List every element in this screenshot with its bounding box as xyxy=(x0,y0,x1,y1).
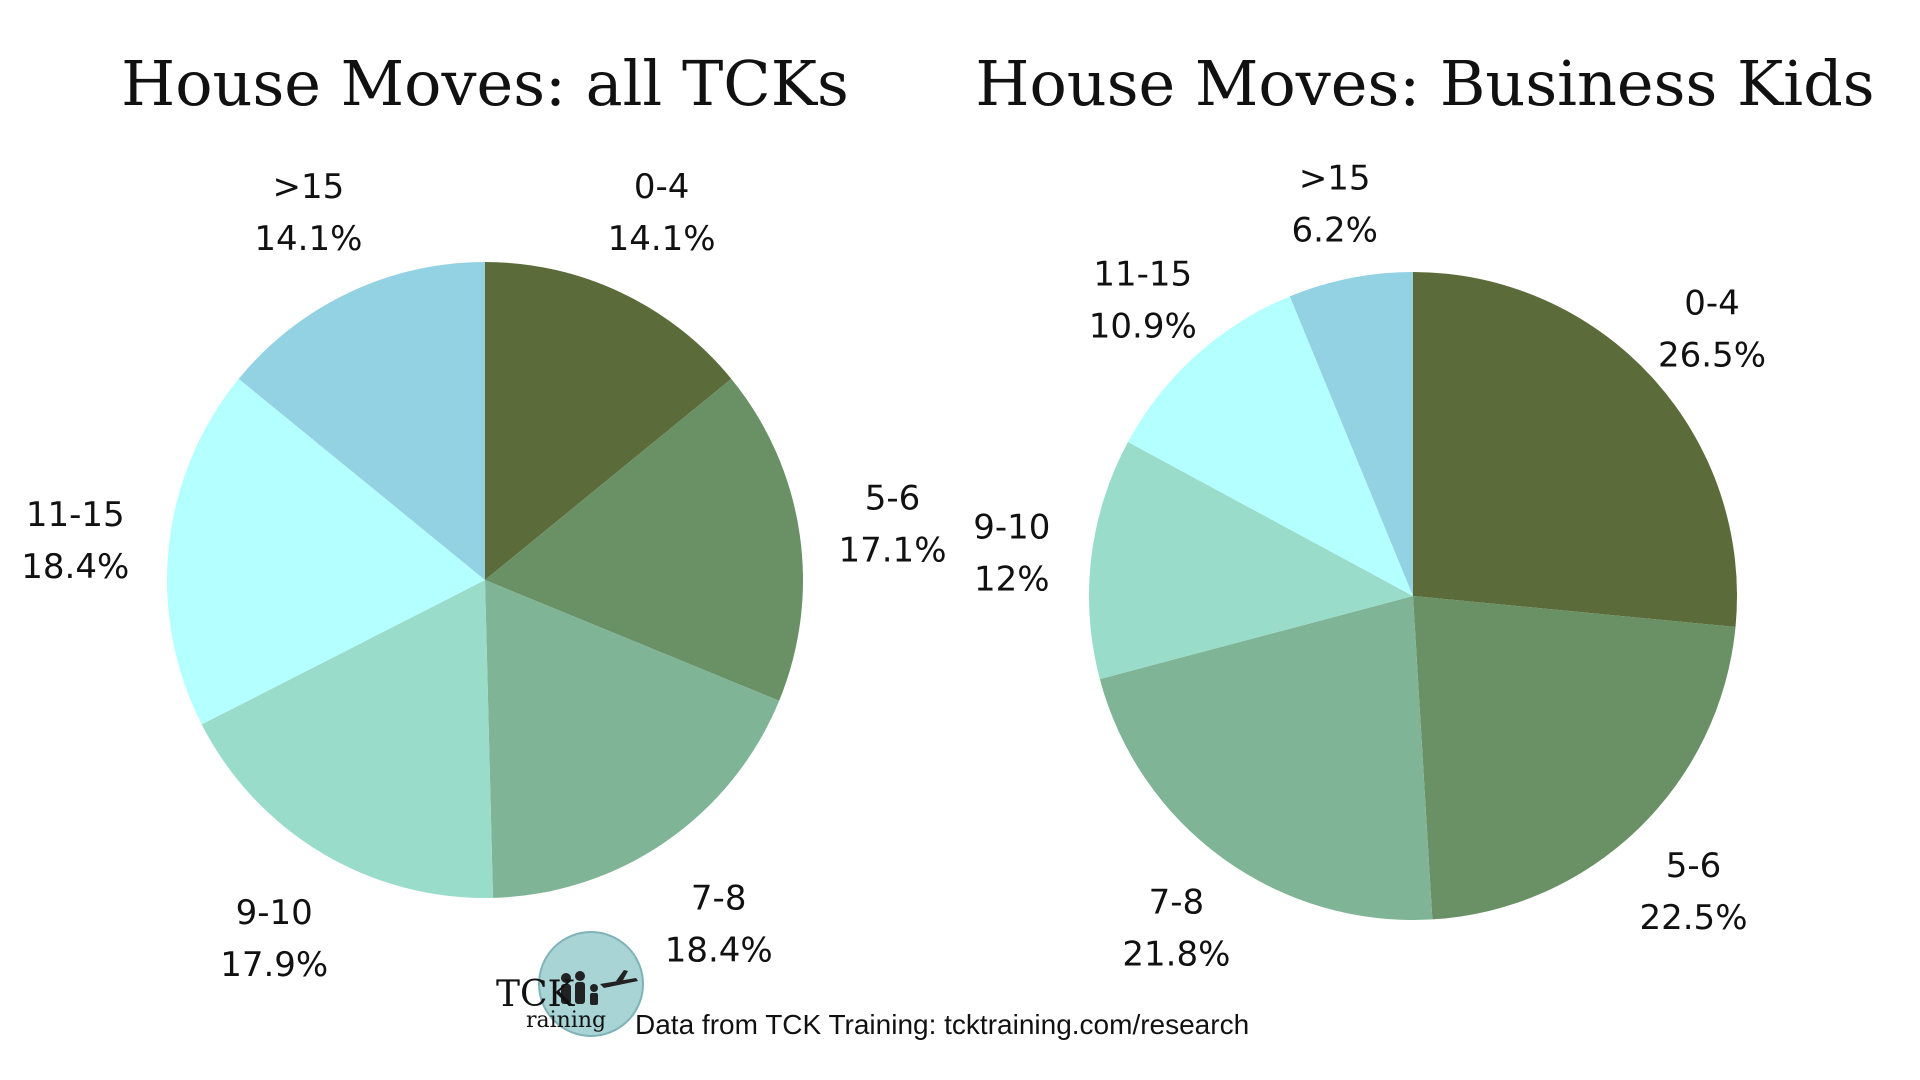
slice-category: 7-8 xyxy=(691,878,747,918)
slice-value: 18.4% xyxy=(665,930,773,970)
slice-value: 17.9% xyxy=(220,945,328,985)
slice-label-7-8: 7-8 18.4% xyxy=(665,878,773,970)
slice-value: 14.1% xyxy=(254,219,362,259)
pie-slice-5-6 xyxy=(485,378,803,701)
chart-title: House Moves: Business Kids xyxy=(975,47,1874,120)
pie-slice-5-6 xyxy=(1413,596,1736,920)
pie-slice-7-8 xyxy=(485,580,780,898)
slice-label-11-15: 11-15 18.4% xyxy=(21,495,129,587)
slice-category: 0-4 xyxy=(1684,283,1740,323)
slice-value: 18.4% xyxy=(21,547,129,587)
slice-label-over-15: >15 6.2% xyxy=(1292,159,1378,251)
slice-value: 14.1% xyxy=(608,219,716,259)
slice-label-9-10: 9-10 17.9% xyxy=(220,893,328,985)
slice-label-11-15: 11-15 10.9% xyxy=(1089,255,1197,347)
pie-slices xyxy=(1089,272,1737,920)
slice-category: 9-10 xyxy=(236,893,313,933)
slice-category: >15 xyxy=(1299,159,1371,199)
tck-training-logo: TCK raining xyxy=(496,931,644,1037)
pie-slices xyxy=(166,262,803,899)
logo-text-tck: TCK xyxy=(496,974,576,1015)
slice-label-5-6: 5-6 22.5% xyxy=(1639,846,1747,938)
slice-label-5-6: 5-6 17.1% xyxy=(838,478,946,570)
pie-slice-11-15 xyxy=(166,378,485,725)
logo-ring xyxy=(538,931,644,1037)
slice-value: 6.2% xyxy=(1292,211,1378,251)
source-note: Data from TCK Training: tcktraining.com/… xyxy=(635,1009,1249,1040)
slice-category: 9-10 xyxy=(973,508,1050,548)
slice-value: 26.5% xyxy=(1658,335,1766,375)
slice-category: 0-4 xyxy=(634,167,690,207)
logo-circle xyxy=(539,932,643,1036)
slice-category: 5-6 xyxy=(1666,846,1722,886)
pie-slice-11-15 xyxy=(1127,296,1413,596)
logo-text-training: raining xyxy=(526,1008,606,1033)
pie-slice-7-8 xyxy=(1099,596,1433,920)
slice-value: 10.9% xyxy=(1089,307,1197,347)
slice-category: 11-15 xyxy=(26,495,125,535)
pie-chart-business-kids: House Moves: Business Kids 0-4 26.5% 5-6 22… xyxy=(973,47,1874,974)
slice-value: 17.1% xyxy=(838,530,946,570)
pie-slice-0-4 xyxy=(485,262,732,580)
slice-label-0-4: 0-4 14.1% xyxy=(608,167,716,259)
pie-slice-9-10 xyxy=(201,580,493,899)
slice-label-over-15: >15 14.1% xyxy=(254,167,362,259)
slice-label-7-8: 7-8 21.8% xyxy=(1122,882,1230,974)
airplane-icon xyxy=(600,970,638,988)
slice-value: 22.5% xyxy=(1639,898,1747,938)
pie-slice-9-10 xyxy=(1089,442,1413,680)
slice-category: 11-15 xyxy=(1093,255,1192,295)
family-icon xyxy=(561,971,598,1005)
pie-chart-all-tcks: House Moves: all TCKs 0-4 14.1% 5-6 17.1% 7-… xyxy=(21,47,946,985)
pie-slice-0-4 xyxy=(1413,272,1737,628)
slice-value: 12% xyxy=(974,560,1050,600)
pie-slice-over-15 xyxy=(1289,272,1413,596)
pie-slice-over-15 xyxy=(238,262,485,580)
slice-category: 5-6 xyxy=(865,478,921,518)
slice-value: 21.8% xyxy=(1122,934,1230,974)
slice-category: >15 xyxy=(273,167,345,207)
pie-labels: 0-4 26.5% 5-6 22.5% 7-8 21.8% 9-10 12% 11-15 10.9… xyxy=(973,159,1766,975)
slice-category: 7-8 xyxy=(1149,882,1205,922)
slice-label-0-4: 0-4 26.5% xyxy=(1658,283,1766,375)
pie-labels: 0-4 14.1% 5-6 17.1% 7-8 18.4% 9-10 17.9% 11-15 18… xyxy=(21,167,946,985)
chart-title: House Moves: all TCKs xyxy=(121,47,849,120)
slice-label-9-10: 9-10 12% xyxy=(973,508,1050,600)
